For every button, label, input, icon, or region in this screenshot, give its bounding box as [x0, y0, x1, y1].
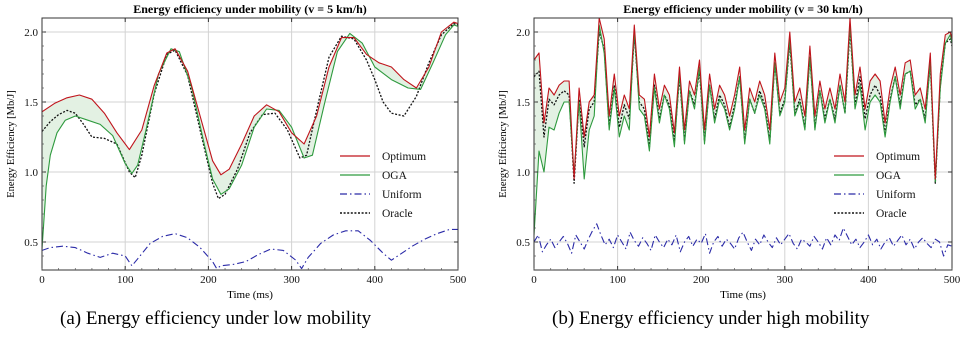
legend-label-optimum: Optimum: [876, 151, 920, 163]
y-tick-label: 0.5: [24, 237, 38, 249]
x-tick-label: 500: [450, 274, 467, 286]
legend-label-oga: OGA: [876, 170, 902, 182]
series-line-oracle: [42, 22, 458, 200]
y-tick-label: 1.5: [516, 97, 530, 109]
caption-b-tag: (b): [552, 308, 575, 329]
x-tick-label: 300: [777, 274, 794, 286]
y-tick-label: 2.0: [516, 27, 530, 39]
x-axis-label: Time (ms): [227, 289, 273, 301]
legend-label-oracle: Oracle: [382, 208, 413, 220]
y-tick-label: 2.0: [24, 27, 38, 39]
x-tick-label: 0: [531, 274, 537, 286]
legend-label-oracle: Oracle: [876, 208, 907, 220]
x-tick-label: 300: [283, 274, 300, 286]
x-tick-label: 100: [609, 274, 626, 286]
legend-label-oga: OGA: [382, 170, 408, 182]
gridlines: [42, 18, 458, 270]
caption-a-tag: (a): [60, 308, 82, 329]
x-tick-label: 400: [860, 274, 877, 286]
y-tick-label: 1.0: [24, 167, 38, 179]
caption-b-text: Energy efficiency under high mobility: [578, 308, 870, 329]
x-tick-label: 400: [367, 274, 384, 286]
series-line-oga: [534, 24, 952, 236]
chart-b: 0 100 200 300 400 500 0.5 1.0 1.5 2.0 Energy effic…: [498, 2, 961, 301]
series-line-uniform: [534, 223, 952, 257]
caption-a: (a) Energy efficiency under low mobility: [60, 308, 371, 330]
x-tick-label: 200: [200, 274, 217, 286]
y-tick-label: 1.0: [516, 167, 530, 179]
x-tick-label: 500: [944, 274, 961, 286]
series-line-optimum: [42, 21, 458, 176]
x-axis-label: Time (ms): [720, 289, 766, 301]
x-tick-label: 200: [693, 274, 710, 286]
y-axis-label: Energy Efficiency [Mb/J]: [6, 90, 17, 198]
plot-frame: [41, 17, 459, 271]
axis-ticks: 0 100 200 300 400 500 0.5 1.0 1.5 2.0: [516, 18, 961, 286]
plot-area: [42, 21, 458, 270]
legend: Optimum OGA Uniform Oracle: [340, 151, 426, 220]
axis-ticks: 0 100 200 300 400 500 0.5 1.0 1.5 2.0: [24, 18, 467, 286]
caption-b: (b) Energy efficiency under high mobilit…: [552, 308, 869, 330]
plot-area: [534, 18, 952, 257]
legend-label-uniform: Uniform: [876, 189, 916, 201]
caption-a-text: Energy efficiency under low mobility: [85, 308, 372, 329]
legend: Optimum OGA Uniform Oracle: [834, 151, 920, 220]
y-axis-label: Energy Efficiency [Mb/J]: [498, 90, 509, 198]
gridlines: [534, 18, 952, 270]
chart-title: Energy efficiency under mobility (v = 5 …: [133, 2, 367, 16]
x-tick-label: 0: [39, 274, 45, 286]
chart-title: Energy efficiency under mobility (v = 30…: [623, 2, 863, 16]
x-tick-label: 100: [117, 274, 134, 286]
series-line-oga: [42, 24, 458, 250]
series-line-optimum: [534, 18, 952, 180]
y-tick-label: 0.5: [516, 237, 530, 249]
y-tick-label: 1.5: [24, 97, 38, 109]
legend-label-optimum: Optimum: [382, 151, 426, 163]
series-line-uniform: [42, 228, 458, 270]
legend-label-uniform: Uniform: [382, 189, 422, 201]
shaded-gap-area: [42, 22, 458, 250]
chart-a: 0 100 200 300 400 500 0.5 1.0 1.5 2.0 Energy effic…: [6, 2, 467, 301]
